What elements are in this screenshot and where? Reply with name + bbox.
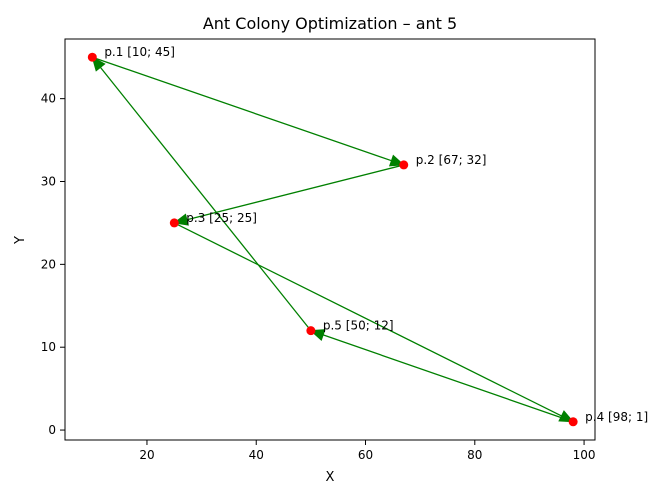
x-tick-label: 40 <box>249 448 264 462</box>
x-tick-label: 60 <box>358 448 373 462</box>
x-tick-label: 20 <box>139 448 154 462</box>
y-tick-label: 10 <box>41 340 56 354</box>
y-tick-label: 20 <box>41 257 56 271</box>
y-tick-label: 0 <box>48 423 56 437</box>
y-axis-ticks: 0 10 20 30 40 <box>41 92 65 437</box>
plot-frame <box>64 38 596 441</box>
path-arrow <box>309 329 574 423</box>
y-tick-label: 30 <box>41 175 56 189</box>
point-label: p.4 [98; 1] <box>585 410 648 424</box>
point-label: p.2 [67; 32] <box>416 153 487 167</box>
y-tick-label: 40 <box>41 92 56 106</box>
data-point <box>87 52 97 62</box>
data-point <box>306 326 316 336</box>
point-label: p.1 [10; 45] <box>104 45 175 59</box>
chart-title: Ant Colony Optimization – ant 5 <box>203 14 457 33</box>
point-label: p.3 [25; 25] <box>186 211 257 225</box>
path-arrow <box>92 56 405 167</box>
y-axis-title: Y <box>13 236 28 245</box>
data-point <box>169 218 179 228</box>
point-label: p.5 [50; 12] <box>323 319 394 333</box>
point-layer <box>87 52 578 427</box>
x-tick-label: 100 <box>573 448 596 462</box>
arrow-layer <box>91 56 575 423</box>
x-axis-ticks: 20 40 60 80 100 <box>139 440 596 462</box>
x-axis-title: X <box>326 470 335 485</box>
data-point <box>399 160 409 170</box>
x-tick-label: 80 <box>467 448 482 462</box>
point-label-layer: p.1 [10; 45] p.2 [67; 32] p.3 [25; 25] p.4 … <box>104 45 648 424</box>
data-point <box>568 417 578 427</box>
path-arrow <box>91 56 312 332</box>
